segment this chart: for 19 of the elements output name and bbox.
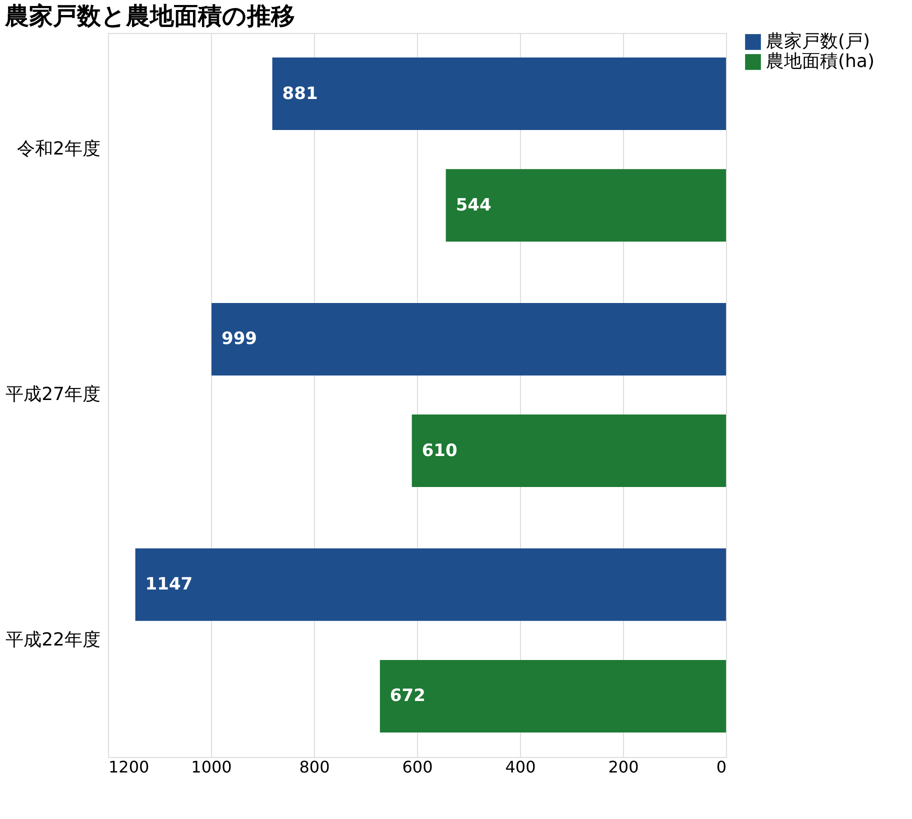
data-label: 999 — [222, 329, 258, 350]
x-tick-label: 1200 — [108, 758, 150, 776]
legend-label: 農地面積(ha) — [766, 51, 874, 72]
y-tick-label: 令和2年度 — [17, 138, 100, 160]
chart-title: 農家戸数と農地面積の推移 — [4, 2, 296, 30]
x-tick-label: 0 — [716, 758, 726, 776]
data-label: 881 — [282, 84, 318, 104]
x-tick-label: 1000 — [191, 758, 232, 776]
y-tick-label: 平成22年度 — [6, 629, 100, 650]
data-label: 1147 — [145, 574, 193, 595]
data-label: 610 — [422, 440, 458, 461]
legend-label: 農家戸数(戸) — [766, 31, 870, 52]
data-label: 544 — [456, 195, 492, 216]
x-tick-label: 600 — [402, 758, 433, 776]
data-label: 672 — [390, 686, 426, 706]
x-tick-label: 400 — [505, 758, 536, 776]
y-tick-label: 平成27年度 — [6, 384, 100, 405]
x-tick-label: 200 — [608, 758, 639, 776]
x-tick-label: 800 — [299, 758, 330, 776]
